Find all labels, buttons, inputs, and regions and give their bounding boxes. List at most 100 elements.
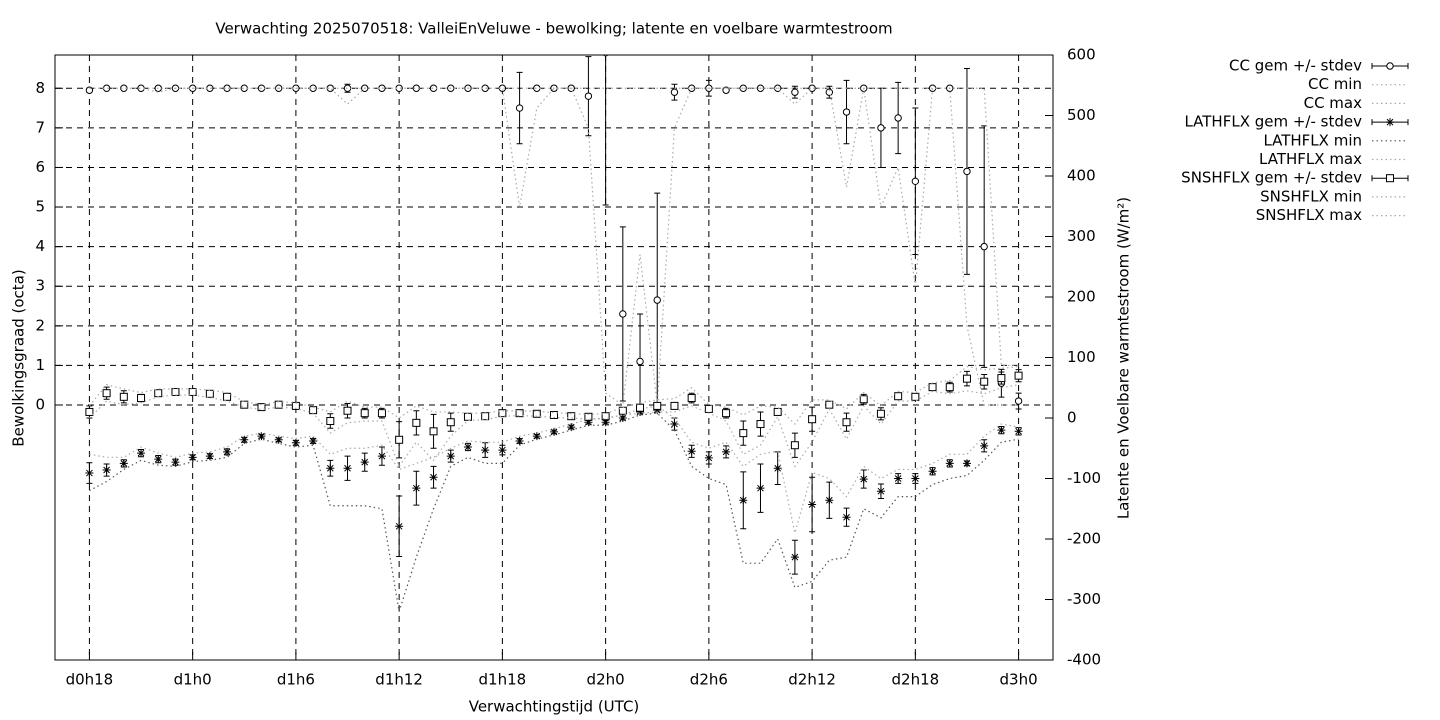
point <box>515 104 524 112</box>
point <box>429 427 438 436</box>
point <box>120 84 128 92</box>
point <box>670 401 679 410</box>
point <box>137 449 146 458</box>
point <box>532 409 541 418</box>
point <box>154 455 163 464</box>
legend-label: SNSHFLX max <box>1256 206 1362 224</box>
point <box>962 374 971 383</box>
y2-tick-label: 400 <box>1067 167 1096 185</box>
point <box>911 177 920 186</box>
point <box>291 438 300 447</box>
point <box>119 392 128 401</box>
min-max-line <box>88 365 1019 425</box>
point <box>894 392 903 401</box>
point <box>842 108 851 116</box>
point <box>704 453 713 462</box>
point <box>842 513 851 522</box>
point <box>1014 397 1023 405</box>
point <box>171 458 180 467</box>
point <box>395 435 404 444</box>
point <box>567 412 576 421</box>
point <box>670 88 679 96</box>
point <box>188 387 197 396</box>
point <box>360 409 369 418</box>
point <box>619 310 627 318</box>
point <box>962 459 971 468</box>
y2-tick-label: 100 <box>1067 348 1096 366</box>
point <box>240 435 249 444</box>
point <box>102 389 111 398</box>
min-max-line <box>88 384 1019 468</box>
point <box>980 377 989 386</box>
point <box>791 88 799 96</box>
point <box>997 426 1006 435</box>
point <box>498 446 507 455</box>
point <box>412 484 421 493</box>
y2-tick-label: 200 <box>1067 288 1096 306</box>
x-tick-label: d1h6 <box>277 671 315 689</box>
x-tick-label: d0h18 <box>66 671 114 689</box>
chart-title: Verwachting 2025070518: ValleiEnVeluwe -… <box>215 20 892 38</box>
y2-tick-label: -100 <box>1067 469 1101 487</box>
y2-tick-label: 0 <box>1067 409 1077 427</box>
legend-marker <box>1386 118 1394 127</box>
point <box>859 395 868 404</box>
point <box>309 436 318 445</box>
point <box>670 420 679 429</box>
point <box>533 84 541 92</box>
x-tick-label: d3h0 <box>1000 671 1038 689</box>
point <box>618 406 627 415</box>
point <box>137 84 145 92</box>
point <box>894 474 903 483</box>
point <box>429 84 438 92</box>
point <box>584 418 593 427</box>
point <box>739 496 748 505</box>
point <box>653 296 661 304</box>
y2-tick-label: -400 <box>1067 651 1101 669</box>
point <box>876 409 885 418</box>
point <box>773 464 782 473</box>
point <box>894 114 902 122</box>
point <box>102 466 111 475</box>
point <box>928 84 937 92</box>
point <box>859 475 868 484</box>
point <box>980 441 989 450</box>
point <box>790 553 799 562</box>
point <box>997 374 1006 383</box>
point <box>756 420 765 429</box>
point <box>326 464 335 473</box>
y-axis-label: Bewolkingsgraad (octa) <box>10 269 28 446</box>
x-tick-label: d1h12 <box>375 671 423 689</box>
y2-tick-label: 300 <box>1067 227 1096 245</box>
y-tick-label: 2 <box>35 316 45 334</box>
point <box>463 443 472 452</box>
point <box>842 418 851 427</box>
point <box>85 469 94 478</box>
y-tick-label: 3 <box>35 277 45 295</box>
point <box>343 84 352 92</box>
point <box>395 522 404 531</box>
point <box>945 383 954 392</box>
point <box>377 409 386 418</box>
point <box>584 412 593 421</box>
point <box>119 459 128 468</box>
point <box>687 447 696 456</box>
point <box>601 418 610 427</box>
point <box>1014 427 1023 436</box>
point <box>584 92 593 100</box>
point <box>360 458 369 467</box>
min-max-line <box>89 412 1019 612</box>
point <box>481 84 489 92</box>
point <box>945 459 954 468</box>
legend-label: CC max <box>1304 94 1363 112</box>
point <box>498 409 507 418</box>
point <box>85 86 94 94</box>
plot-frame <box>54 54 1054 661</box>
point <box>928 383 937 392</box>
point <box>550 427 558 436</box>
legend-label: SNSHFLX gem +/- stdev <box>1181 169 1362 187</box>
point <box>223 392 232 401</box>
point <box>602 55 609 57</box>
point <box>773 407 782 416</box>
